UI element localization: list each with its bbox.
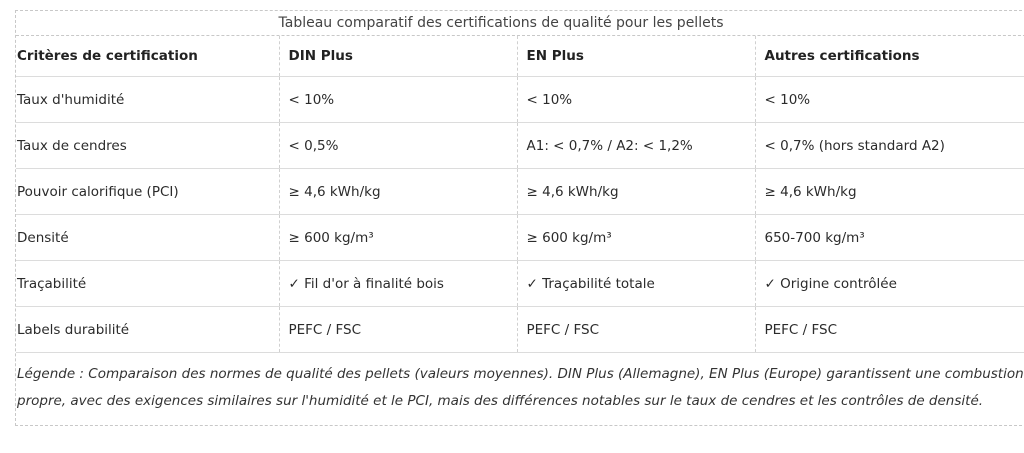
- table-cell: 650-700 kg/m³: [754, 214, 1024, 261]
- table-caption: Légende : Comparaison des normes de qual…: [17, 366, 1024, 409]
- table-row: Densité ≥ 600 kg/m³ ≥ 600 kg/m³ 650-700 kg/…: [16, 214, 1024, 261]
- table-cell: < 10%: [278, 76, 517, 123]
- table-title: Tableau comparatif des certifications de…: [16, 11, 1024, 36]
- table-cell: ≥ 4,6 kWh/kg: [278, 168, 517, 215]
- table-cell: PEFC / FSC: [278, 306, 517, 353]
- table-header-row: Critères de certification DIN Plus EN Pl…: [16, 36, 1024, 77]
- table-cell: ≥ 4,6 kWh/kg: [754, 168, 1024, 215]
- table-cell: PEFC / FSC: [754, 306, 1024, 353]
- header-other: Autres certifications: [754, 36, 1024, 77]
- header-en-plus: EN Plus: [516, 36, 755, 77]
- table-cell: Traçabilité: [16, 260, 279, 307]
- table-row: Taux d'humidité < 10% < 10% < 10%: [16, 76, 1024, 123]
- table-cell: ✓ Traçabilité totale: [516, 260, 755, 307]
- table-cell: Labels durabilité: [16, 306, 279, 353]
- table-cell: Densité: [16, 214, 279, 261]
- table-cell: A1: < 0,7% / A2: < 1,2%: [516, 122, 755, 169]
- table-cell: Taux de cendres: [16, 122, 279, 169]
- table-cell: < 0,7% (hors standard A2): [754, 122, 1024, 169]
- table-row: Pouvoir calorifique (PCI) ≥ 4,6 kWh/kg ≥ 4…: [16, 168, 1024, 215]
- header-criteria: Critères de certification: [16, 36, 279, 77]
- table-row: Traçabilité ✓ Fil d'or à finalité bois ✓ T…: [16, 260, 1024, 307]
- table-cell: Taux d'humidité: [16, 76, 279, 123]
- table-cell: Pouvoir calorifique (PCI): [16, 168, 279, 215]
- table-cell: PEFC / FSC: [516, 306, 755, 353]
- table-cell: < 10%: [516, 76, 755, 123]
- table-cell: < 0,5%: [278, 122, 517, 169]
- table-row: Labels durabilité PEFC / FSC PEFC / FSC PEF…: [16, 306, 1024, 353]
- certification-table: Critères de certification DIN Plus EN Pl…: [16, 36, 1024, 353]
- header-din-plus: DIN Plus: [278, 36, 517, 77]
- table-cell: ✓ Fil d'or à finalité bois: [278, 260, 517, 307]
- table-cell: ≥ 600 kg/m³: [278, 214, 517, 261]
- table-cell: ≥ 600 kg/m³: [516, 214, 755, 261]
- table-cell: ≥ 4,6 kWh/kg: [516, 168, 755, 215]
- table-cell: ✓ Origine contrôlée: [754, 260, 1024, 307]
- table-cell: < 10%: [754, 76, 1024, 123]
- comparison-table-container: Tableau comparatif des certifications de…: [15, 10, 1024, 426]
- table-row: Taux de cendres < 0,5% A1: < 0,7% / A2: < …: [16, 122, 1024, 169]
